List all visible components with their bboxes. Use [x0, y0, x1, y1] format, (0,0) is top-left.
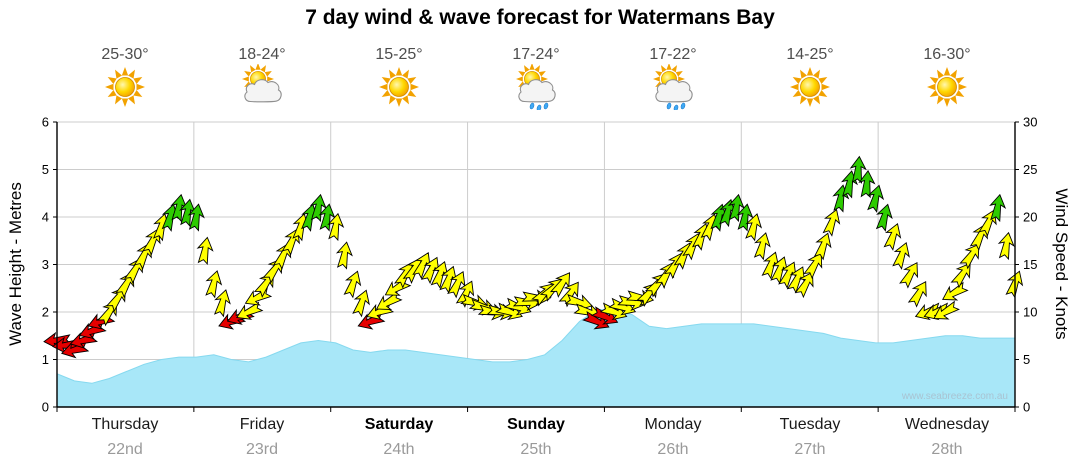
wind-arrow — [384, 276, 412, 296]
wind-arrow — [309, 193, 327, 223]
temp-range: 17-22° — [649, 46, 697, 63]
day-label: Tuesday — [779, 416, 841, 433]
wind-arrow — [997, 231, 1015, 261]
wind-arrow — [727, 193, 745, 223]
wind-arrow — [883, 222, 902, 251]
weather-icon-wrap — [102, 64, 148, 110]
wind-arrow — [352, 289, 370, 318]
left-tick-label: 0 — [42, 400, 49, 415]
sun-cloud-icon — [241, 64, 282, 103]
sun-cloud-rain-icon — [652, 64, 693, 110]
wind-arrow — [549, 272, 571, 298]
wind-arrow — [813, 232, 832, 261]
page-title: 7 day wind & wave forecast for Watermans… — [305, 6, 775, 29]
wind-arrow — [375, 291, 403, 310]
left-tick-label: 5 — [42, 162, 49, 177]
wind-arrow — [803, 252, 823, 280]
left-tick-label: 2 — [42, 305, 49, 320]
date-label: 25th — [520, 441, 552, 458]
temp-range: 18-24° — [238, 46, 286, 63]
wind-arrow — [959, 243, 980, 270]
weather-icon-wrap — [513, 64, 559, 110]
wind-arrow — [115, 271, 135, 299]
date-label: 26th — [657, 441, 689, 458]
left-tick-label: 4 — [42, 210, 49, 225]
wind-arrow — [105, 286, 126, 313]
day-label: Monday — [644, 416, 702, 433]
wind-arrow — [335, 241, 353, 270]
wind-arrow — [196, 236, 214, 265]
wind-arrow — [558, 281, 579, 308]
wind-arrow — [736, 203, 754, 232]
wind-arrow — [907, 281, 927, 308]
day-label: Wednesday — [904, 416, 990, 433]
temp-range: 17-24° — [512, 46, 560, 63]
wind-arrow — [899, 262, 918, 289]
left-tick-label: 3 — [42, 257, 49, 272]
wind-arrow — [849, 155, 867, 184]
sun-cloud-rain-icon — [515, 64, 556, 110]
wind-arrow — [989, 193, 1007, 223]
wind-arrow — [236, 301, 264, 320]
weather-icon-wrap — [239, 64, 285, 110]
weather-icon-wrap — [650, 64, 696, 110]
date-label: 27th — [794, 441, 826, 458]
weather-icon-wrap — [787, 64, 833, 110]
watermark: www.seabreeze.com.au — [901, 391, 1008, 402]
wind-arrow — [745, 213, 763, 242]
day-label: Saturday — [364, 416, 434, 433]
wind-arrow — [794, 271, 814, 299]
wind-arrow — [318, 203, 336, 232]
wind-arrow — [753, 232, 771, 261]
date-label: 28th — [931, 441, 963, 458]
date-label: 23rd — [245, 441, 279, 458]
temp-range: 14-25° — [786, 46, 834, 63]
day-label: Sunday — [507, 416, 565, 433]
wind-arrow — [875, 203, 893, 232]
right-tick-label: 15 — [1023, 257, 1037, 272]
wind-arrow — [892, 241, 910, 270]
weather-icon-wrap — [376, 64, 422, 110]
sun-icon — [379, 67, 419, 107]
wind-arrow — [97, 300, 118, 327]
wind-arrow — [213, 289, 231, 318]
temp-range: 16-30° — [923, 46, 971, 63]
temp-range: 15-25° — [375, 46, 423, 63]
wind-arrow — [858, 170, 876, 199]
weather-icon-wrap — [924, 64, 970, 110]
day-label: Thursday — [91, 416, 159, 433]
date-label: 22nd — [107, 441, 143, 458]
wind-arrow — [327, 212, 345, 242]
wind-arrow — [253, 272, 274, 298]
wind-arrow — [700, 213, 719, 242]
left-tick-label: 1 — [42, 352, 49, 367]
sun-icon — [927, 67, 967, 107]
date-label: 24th — [383, 441, 415, 458]
right-tick-label: 10 — [1023, 305, 1037, 320]
wind-arrow — [950, 262, 971, 289]
wind-arrow — [867, 184, 885, 213]
left-tick-label: 6 — [42, 115, 49, 130]
right-tick-label: 0 — [1023, 400, 1030, 415]
sun-icon — [105, 67, 145, 107]
wind-arrow — [933, 300, 960, 320]
wind-arrow — [343, 270, 362, 299]
wave-height-area — [56, 309, 1016, 408]
sun-icon — [790, 67, 830, 107]
wind-arrow — [942, 281, 969, 301]
wind-arrow — [262, 257, 283, 284]
wind-arrow — [447, 270, 466, 299]
wind-arrow — [455, 280, 475, 308]
right-tick-label: 20 — [1023, 210, 1037, 225]
right-tick-label: 25 — [1023, 162, 1037, 177]
temp-range: 25-30° — [101, 46, 149, 63]
wind-arrow — [205, 270, 223, 299]
wind-arrow — [822, 208, 841, 237]
right-tick-label: 5 — [1023, 352, 1030, 367]
day-label: Friday — [239, 416, 285, 433]
wind-arrow — [187, 203, 205, 232]
right-tick-label: 30 — [1023, 115, 1037, 130]
